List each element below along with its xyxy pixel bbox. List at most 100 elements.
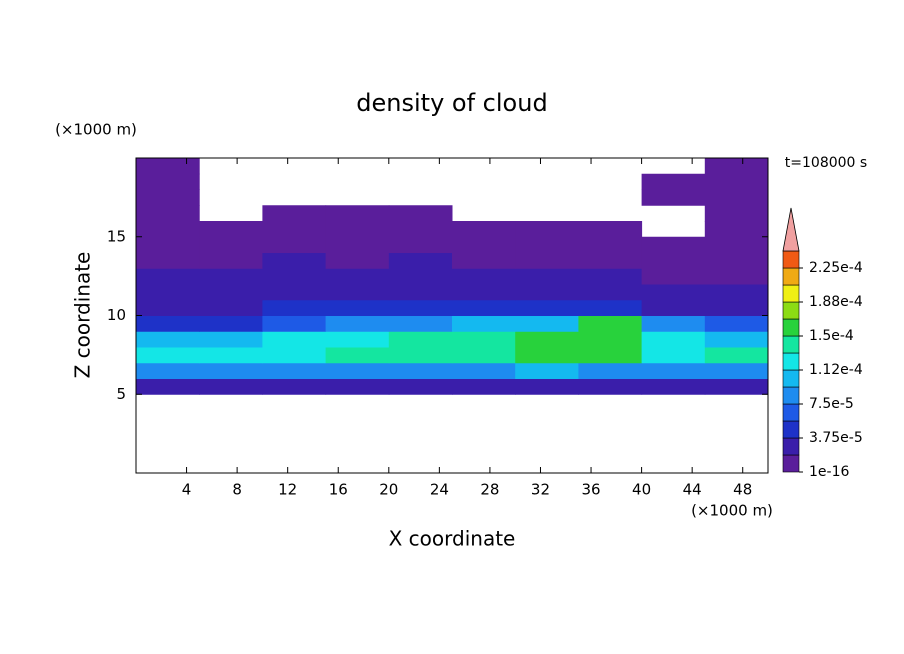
colorbar-band (782, 301, 800, 320)
field-cell (136, 189, 200, 206)
field-cell (388, 315, 453, 332)
x-tick-label: 20 (379, 481, 398, 499)
x-tick-label: 24 (430, 481, 449, 499)
field-cell (388, 252, 453, 269)
field-cell (136, 173, 200, 190)
field-cell (136, 236, 200, 253)
colorbar-band (782, 420, 800, 439)
field-cell (452, 236, 516, 253)
field-cell (704, 221, 769, 238)
field-cell (515, 378, 579, 395)
field-cell (452, 362, 516, 379)
colorbar-band (782, 454, 800, 473)
field-cell (388, 284, 453, 301)
field-cell (199, 236, 263, 253)
field-cell (641, 315, 706, 332)
field-cell (199, 347, 263, 364)
colorbar-band (782, 335, 800, 354)
x-tick-label: 4 (182, 481, 192, 499)
field-cell (388, 236, 453, 253)
field-cell (325, 284, 390, 301)
field-cell (262, 252, 327, 269)
colorbar-label: 2.25e-4 (809, 260, 863, 276)
field-cell (578, 252, 643, 269)
field-cell (136, 205, 200, 222)
field-cell (325, 221, 390, 238)
field-cell (578, 378, 643, 395)
field-cell (641, 362, 706, 379)
field-cell (136, 299, 200, 316)
field-cell (388, 362, 453, 379)
field-cell (136, 347, 200, 364)
field-cell (136, 284, 200, 301)
chart-title: density of cloud (356, 89, 547, 117)
field-cell (136, 331, 200, 348)
field-cell (325, 347, 390, 364)
field-cell (388, 205, 453, 222)
x-unit: (×1000 m) (691, 502, 773, 520)
x-tick-label: 28 (480, 481, 499, 499)
field-cell (704, 284, 769, 301)
field-cell (262, 378, 327, 395)
field-cell (704, 205, 769, 222)
field-cell (578, 362, 643, 379)
field-cell (704, 347, 769, 364)
field-cell (452, 378, 516, 395)
field-cell (262, 315, 327, 332)
field-cell (704, 252, 769, 269)
x-tick-label: 40 (632, 481, 651, 499)
field-cell (199, 299, 263, 316)
field-cell (578, 268, 643, 285)
y-unit: (×1000 m) (55, 121, 137, 139)
field-cell (388, 378, 453, 395)
field-cell (704, 299, 769, 316)
field-cell (704, 378, 769, 395)
field-cell (199, 378, 263, 395)
colorbar-label: 3.75e-5 (809, 430, 863, 446)
field-cell (641, 299, 706, 316)
field-cell (641, 236, 706, 253)
field-cell (515, 299, 579, 316)
field-cell (136, 221, 200, 238)
field-cell (325, 299, 390, 316)
field-cell (704, 315, 769, 332)
colorbar-band (782, 352, 800, 371)
field-cell (325, 268, 390, 285)
field-cell (704, 331, 769, 348)
field-cell (704, 268, 769, 285)
field-cell (578, 284, 643, 301)
colorbar-band (782, 437, 800, 456)
field-cell (199, 331, 263, 348)
colorbar-band (782, 369, 800, 388)
field-cell (325, 252, 390, 269)
x-tick-label: 36 (581, 481, 600, 499)
x-tick-label: 48 (733, 481, 752, 499)
field-cell (199, 252, 263, 269)
colorbar-label: 1.12e-4 (809, 362, 863, 378)
field-cell (199, 362, 263, 379)
field-cell (452, 347, 516, 364)
field-cell (388, 268, 453, 285)
field-cell (452, 299, 516, 316)
field-cell (136, 315, 200, 332)
field-cell (325, 315, 390, 332)
field-cell (452, 252, 516, 269)
x-tick-label: 16 (329, 481, 348, 499)
field-cell (515, 362, 579, 379)
x-axis-label: X coordinate (389, 527, 516, 551)
field-cell (262, 236, 327, 253)
field-cell (515, 252, 579, 269)
field-cell (515, 315, 579, 332)
field-cell (262, 362, 327, 379)
colorbar-extend (782, 207, 800, 252)
field-cell (262, 299, 327, 316)
colorbar-label: 7.5e-5 (809, 396, 854, 412)
field-cell (199, 284, 263, 301)
field-cell (136, 268, 200, 285)
field-cell (578, 331, 643, 348)
colorbar-band (782, 250, 800, 269)
time-label: t=108000 s (785, 155, 867, 171)
field-cell (388, 331, 453, 348)
field-cell (325, 205, 390, 222)
